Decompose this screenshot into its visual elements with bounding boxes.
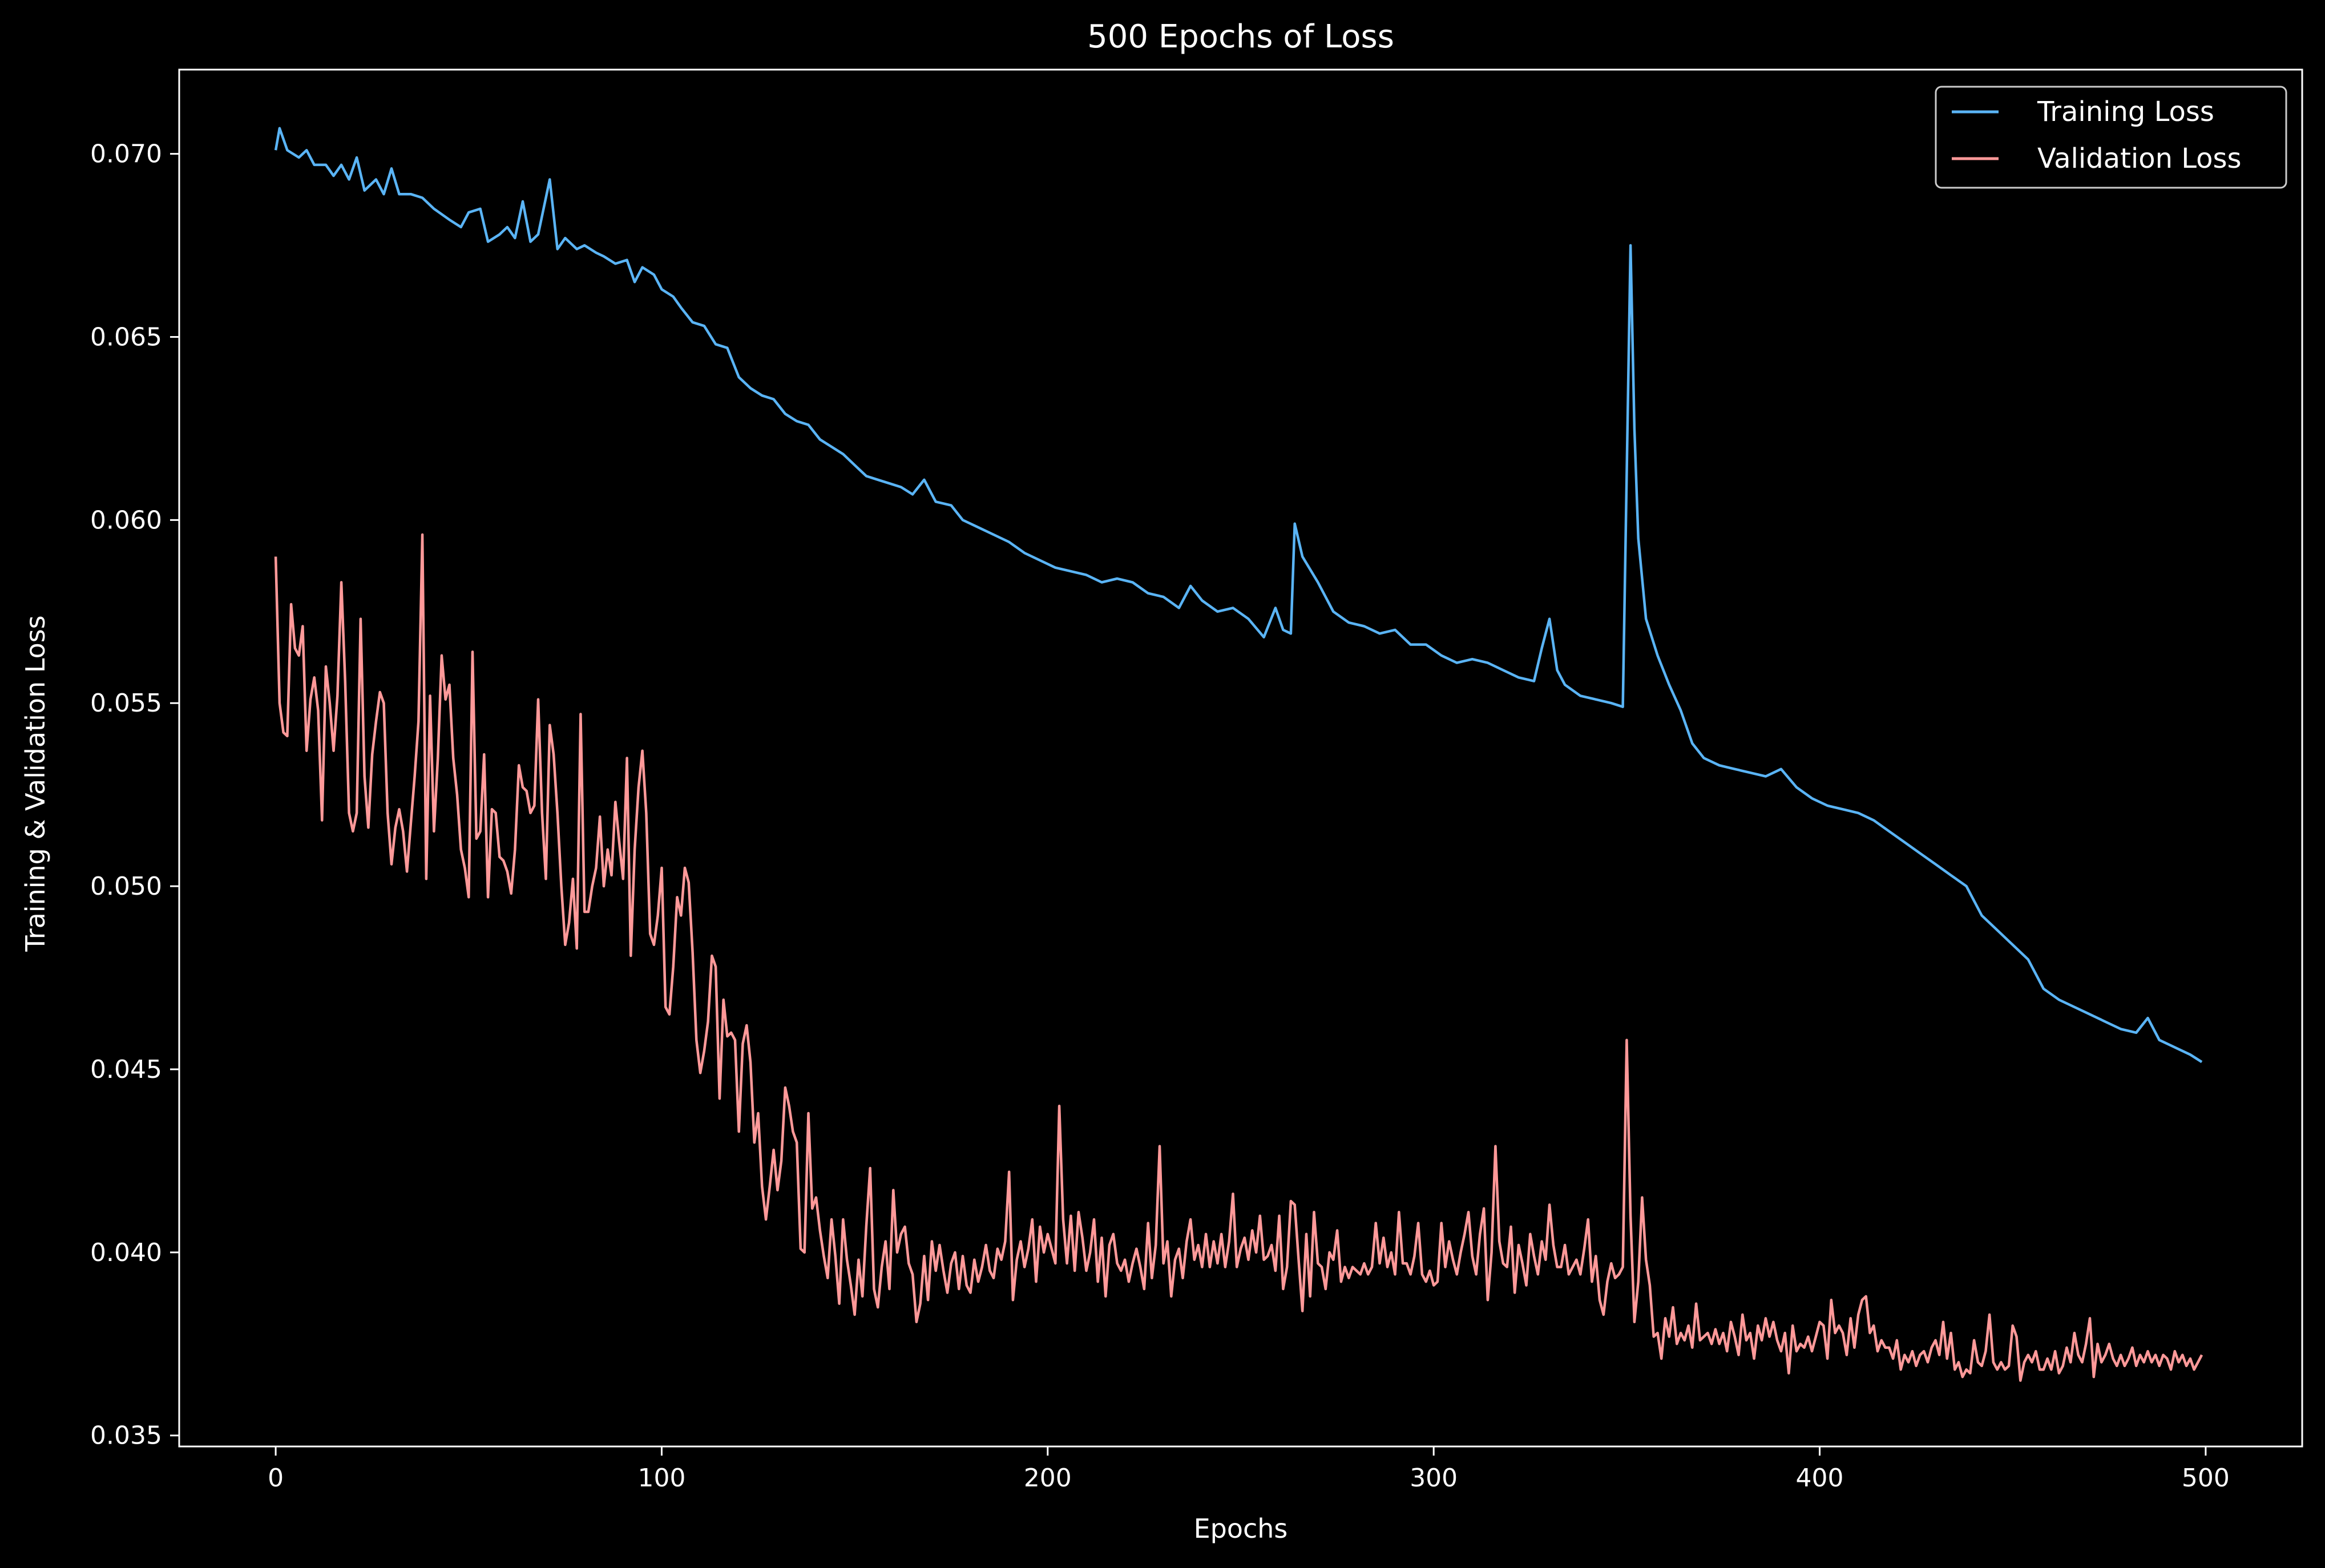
x-tick-label: 500 — [2182, 1464, 2230, 1493]
y-tick-label: 0.045 — [90, 1055, 162, 1084]
y-tick-label: 0.050 — [90, 872, 162, 901]
y-axis: 0.035 0.040 0.045 0.050 0.055 0.060 0.065 0.070 — [90, 140, 179, 1450]
y-tick-label: 0.055 — [90, 689, 162, 718]
series-layer — [274, 127, 2203, 1382]
x-tick-label: 0 — [268, 1464, 284, 1493]
x-tick-label: 400 — [1796, 1464, 1844, 1493]
chart-title: 500 Epochs of Loss — [1087, 18, 1394, 55]
x-axis-label: Epochs — [1194, 1513, 1288, 1544]
x-tick-label: 200 — [1024, 1464, 1072, 1493]
legend-label: Training Loss — [2037, 96, 2214, 128]
y-tick-label: 0.040 — [90, 1238, 162, 1267]
plot-frame — [178, 68, 2303, 1448]
y-axis-label: Training & Validation Loss — [20, 615, 51, 952]
series-line-training-loss — [274, 127, 2203, 1064]
series-line-validation-loss — [274, 533, 2203, 1382]
y-tick-label: 0.035 — [90, 1421, 162, 1450]
x-axis: 0 100 200 300 400 500 — [268, 1446, 2230, 1493]
legend-label: Validation Loss — [2037, 143, 2242, 175]
y-tick-label: 0.070 — [90, 140, 162, 169]
y-tick-label: 0.060 — [90, 506, 162, 535]
x-tick-label: 300 — [1410, 1464, 1458, 1493]
legend: Training Loss Validation Loss — [1935, 86, 2287, 189]
x-tick-label: 100 — [637, 1464, 685, 1493]
legend-box — [1935, 86, 2287, 189]
y-tick-label: 0.065 — [90, 322, 162, 351]
